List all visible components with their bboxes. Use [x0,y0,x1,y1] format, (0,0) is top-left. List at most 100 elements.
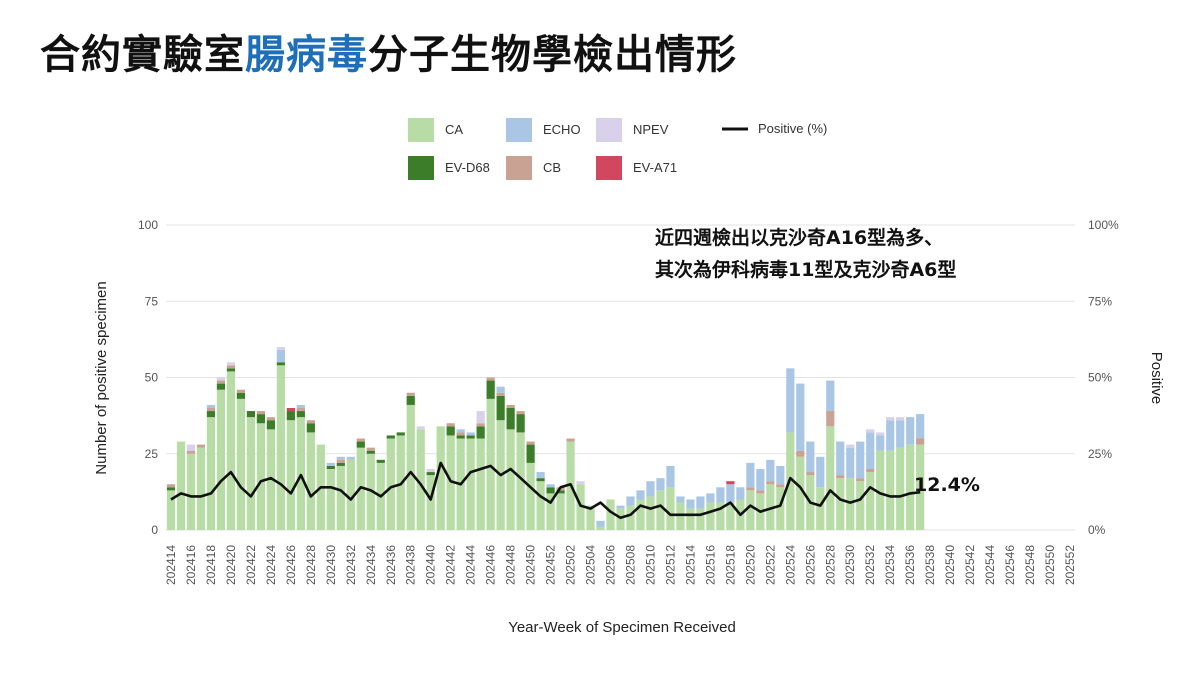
bar-segment-ev-a71 [726,481,735,485]
bar-segment-echo [716,487,725,503]
bar-segment-cb [836,475,845,479]
bar-segment-echo [686,499,695,509]
x-tick-label: 202422 [244,545,258,585]
bar-segment-ca [296,417,305,530]
bar-segment-ca [606,499,615,530]
bar-segment-ev-d68 [236,392,246,399]
y2-tick-label: 50% [1088,371,1112,385]
bar-segment-ca [596,526,605,530]
bar-segment-cb [166,484,176,488]
bar-segment-cb [806,472,815,476]
bar-segment-ca [326,469,335,530]
bar-segment-ev-d68 [366,450,375,454]
bar-segment-cb [756,490,765,494]
bar-segment-echo [826,380,835,412]
bar-segment-echo [596,520,605,527]
legend-label: ECHO [543,122,581,137]
bar-segment-echo [466,432,475,436]
bar-segment-ca [406,404,415,530]
bar-segment-cb [446,423,455,427]
x-tick-label: 202426 [284,545,298,585]
bar-segment-echo [296,404,305,408]
bar-segment-ca [466,438,475,530]
x-tick-label: 202424 [264,545,278,585]
bar-segment-cb [236,389,246,393]
x-tick-label: 202542 [963,545,977,585]
bar-segment-ev-d68 [446,426,455,436]
bar-segment-echo [696,496,705,509]
bar-segment-ev-d68 [256,414,265,424]
bar-segment-ca [906,444,915,530]
bar-segment-ev-d68 [226,368,236,372]
bar-segment-cb [226,365,236,369]
bar-segment-npev [846,444,855,448]
bar-segment-ca [486,398,495,530]
bar-segment-ca [876,450,885,530]
x-tick-label: 202428 [304,545,318,585]
bar-segment-ev-d68 [426,472,435,476]
bar-segment-ca [346,459,355,530]
x-tick-label: 202448 [504,545,518,585]
bar-segment-ca [246,417,256,530]
bar-segment-ca [226,371,236,530]
x-tick-label: 202514 [683,545,697,585]
bar-segment-ca [386,438,395,530]
bar-segment-echo [746,462,755,488]
x-tick-label: 202526 [803,545,817,585]
bar-segment-echo [756,469,765,491]
bar-segment-ev-d68 [376,459,385,463]
legend-swatch-ev-a71 [596,156,622,180]
bar-segment-echo [456,429,465,433]
bar-segment-npev [476,411,485,424]
bar-segment-echo [326,462,335,466]
positive-line [170,461,921,520]
bar-segment-ca [176,441,186,530]
y-tick-label: 75 [145,294,159,308]
bar-segment-ca [306,432,315,530]
bar-segment-ev-d68 [486,380,495,399]
bar-segment-echo [776,465,785,485]
bar-segment-cb [826,411,835,427]
bar-segment-cb [206,408,216,412]
bar-segment-cb [916,438,925,445]
bar-segment-ca [836,478,845,530]
bar-segment-ev-a71 [286,408,295,412]
title-part3: 分子生物學檢出情形 [368,32,737,78]
x-tick-label: 202546 [1003,545,1017,585]
x-tick-label: 202506 [604,545,618,585]
bar-segment-ev-d68 [496,395,505,421]
legend-swatch-ev-d68 [408,156,434,180]
bar-segment-ca [666,487,675,530]
x-tick-label: 202522 [763,545,777,585]
bar-segment-ev-d68 [476,426,485,439]
bar-segment-cb [516,411,525,415]
bar-segment-ca [506,429,515,530]
bar-segment-echo [916,414,925,439]
bar-segment-ev-d68 [556,490,565,494]
bar-segment-ca [916,444,925,530]
bar-segment-ev-d68 [546,487,555,494]
x-tick-label: 202442 [444,545,458,585]
bar-segment-ev-d68 [276,362,285,366]
bar-segment-ca [796,456,805,530]
bar-segment-ev-d68 [306,423,315,433]
bar-segment-ev-d68 [396,432,405,436]
bar-segment-cb [336,459,345,463]
bar-segment-cb [196,444,206,448]
x-tick-label: 202530 [843,545,857,585]
bar-segment-cb [216,380,226,384]
bar-segment-ca [826,426,835,530]
bar-segment-ca [726,502,735,530]
x-tick-label: 202436 [384,545,398,585]
bar-segment-echo [846,447,855,479]
bar-segment-ca [716,502,725,530]
x-tick-label: 202524 [783,545,797,585]
bar-segment-echo [206,404,216,408]
bar-segment-echo [876,435,885,451]
x-axis-label: Year-Week of Specimen Received [508,619,736,636]
positive-rate-line [170,461,921,520]
bar-segment-ev-d68 [516,414,525,433]
x-tick-label: 202420 [224,545,238,585]
bar-segment-echo [856,441,865,479]
bar-segment-cb [356,438,365,442]
